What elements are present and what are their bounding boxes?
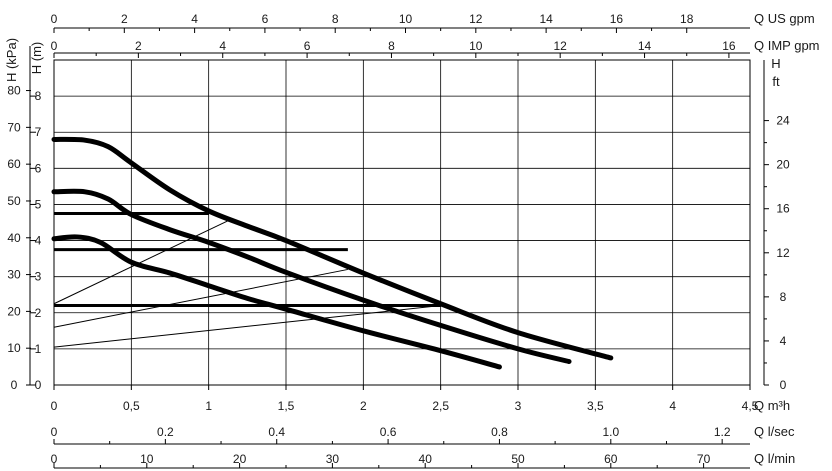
x-tick-label: 0 xyxy=(51,399,58,413)
secondary-axis-tick-label: 24 xyxy=(776,114,790,128)
secondary-axis-tick-label: 12 xyxy=(554,39,568,53)
secondary-axis-label: Q l/sec xyxy=(754,424,795,439)
secondary-axis-tick-label: 0.2 xyxy=(157,425,174,439)
secondary-axis-tick-label: 20 xyxy=(776,158,790,172)
secondary-axis-tick-label: 8 xyxy=(332,12,339,26)
secondary-axis-tick-label: 2 xyxy=(121,12,128,26)
x-tick-label: 4,5 xyxy=(742,399,759,413)
secondary-axis-tick-label: 10 xyxy=(7,341,21,355)
secondary-axis-label: H (kPa) xyxy=(4,38,19,82)
secondary-axis-tick-label: 0.4 xyxy=(268,425,285,439)
secondary-axis-tick-label: 50 xyxy=(7,194,21,208)
y-tick-label: 4 xyxy=(35,234,42,248)
y-tick-label: 7 xyxy=(35,125,42,139)
pump-curve-1 xyxy=(51,136,614,361)
x-tick-label: 1 xyxy=(205,399,212,413)
y-tick-label: 0 xyxy=(35,378,42,392)
x-tick-label: 3,5 xyxy=(587,399,604,413)
secondary-axis-tick-label: 30 xyxy=(7,268,21,282)
secondary-axis-tick-label: 0.8 xyxy=(491,425,508,439)
secondary-axis-tick-label: 16 xyxy=(722,39,736,53)
system-curve-line-9 xyxy=(53,305,441,348)
secondary-axis-tick-label: 14 xyxy=(539,12,553,26)
secondary-axis-tick-label: 4 xyxy=(219,39,226,53)
secondary-axis-tick-label: 40 xyxy=(419,452,433,466)
x-tick-label: 1,5 xyxy=(278,399,295,413)
secondary-axis-tick-label: 0 xyxy=(11,378,18,392)
secondary-axis-tick-label: 10 xyxy=(469,39,483,53)
secondary-axis-tick-label: 8 xyxy=(780,290,787,304)
secondary-axis-label: H xyxy=(771,56,780,71)
plot-frame xyxy=(53,59,751,386)
pump-curve-3 xyxy=(51,234,502,370)
y-tick-label: 3 xyxy=(35,270,42,284)
secondary-axis-tick-label: 8 xyxy=(388,39,395,53)
y-axis-label: H (m) xyxy=(29,42,44,75)
secondary-axis-tick-label: 1.0 xyxy=(602,425,619,439)
secondary-axis-tick-label: 50 xyxy=(511,452,525,466)
secondary-axis-label: Q l/min xyxy=(754,451,795,466)
secondary-axis-tick-label: 70 xyxy=(7,120,21,134)
secondary-axis-tick-label: 12 xyxy=(469,12,483,26)
x-tick-label: 2 xyxy=(360,399,367,413)
secondary-axis-tick-label: 0 xyxy=(51,12,58,26)
secondary-axis-tick-label: 6 xyxy=(262,12,269,26)
y-tick-label: 2 xyxy=(35,306,42,320)
x-tick-label: 2,5 xyxy=(432,399,449,413)
secondary-axis-tick-label: 0 xyxy=(780,378,787,392)
secondary-axis-tick-label: 4 xyxy=(780,334,787,348)
secondary-axis-tick-label: 4 xyxy=(191,12,198,26)
secondary-axis-label: Q US gpm xyxy=(754,11,815,26)
secondary-axis-tick-label: 70 xyxy=(697,452,711,466)
pump-curve-2 xyxy=(51,188,572,365)
x-tick-label: 3 xyxy=(515,399,522,413)
secondary-axis-tick-label: 20 xyxy=(7,304,21,318)
secondary-axis-tick-label: 0.6 xyxy=(380,425,397,439)
x-tick-label: 0,5 xyxy=(123,399,140,413)
secondary-axis-label: ft xyxy=(772,74,780,89)
secondary-axis-tick-label: 20 xyxy=(233,452,247,466)
secondary-axis-tick-label: 16 xyxy=(610,12,624,26)
y-tick-label: 6 xyxy=(35,161,42,175)
secondary-axis-tick-label: 40 xyxy=(7,231,21,245)
secondary-axis-tick-label: 0 xyxy=(51,425,58,439)
secondary-axis-tick-label: 18 xyxy=(680,12,694,26)
y-tick-label: 8 xyxy=(35,89,42,103)
secondary-axis-label: Q IMP gpm xyxy=(754,38,820,53)
system-curve-line-8 xyxy=(53,268,348,328)
secondary-axis-tick-label: 6 xyxy=(304,39,311,53)
x-tick-label: 4 xyxy=(669,399,676,413)
secondary-axis-tick-label: 60 xyxy=(7,157,21,171)
secondary-axis-tick-label: 30 xyxy=(326,452,340,466)
secondary-axis-tick-label: 1.2 xyxy=(714,425,731,439)
secondary-axis-tick-label: 60 xyxy=(604,452,618,466)
secondary-axis-tick-label: 0 xyxy=(51,452,58,466)
y-tick-label: 1 xyxy=(35,342,42,356)
secondary-axis-tick-label: 14 xyxy=(638,39,652,53)
secondary-axis-tick-label: 16 xyxy=(776,202,790,216)
y-tick-label: 5 xyxy=(35,197,42,211)
secondary-axis-tick-label: 12 xyxy=(776,246,790,260)
secondary-axis-tick-label: 10 xyxy=(140,452,154,466)
secondary-axis-tick-label: 80 xyxy=(7,84,21,98)
secondary-axis-tick-label: 2 xyxy=(135,39,142,53)
system-curve-line-7 xyxy=(53,218,233,305)
secondary-axis-tick-label: 0 xyxy=(51,39,58,53)
x-axis-label: Q m³h xyxy=(754,398,790,413)
secondary-axis-tick-label: 10 xyxy=(399,12,413,26)
